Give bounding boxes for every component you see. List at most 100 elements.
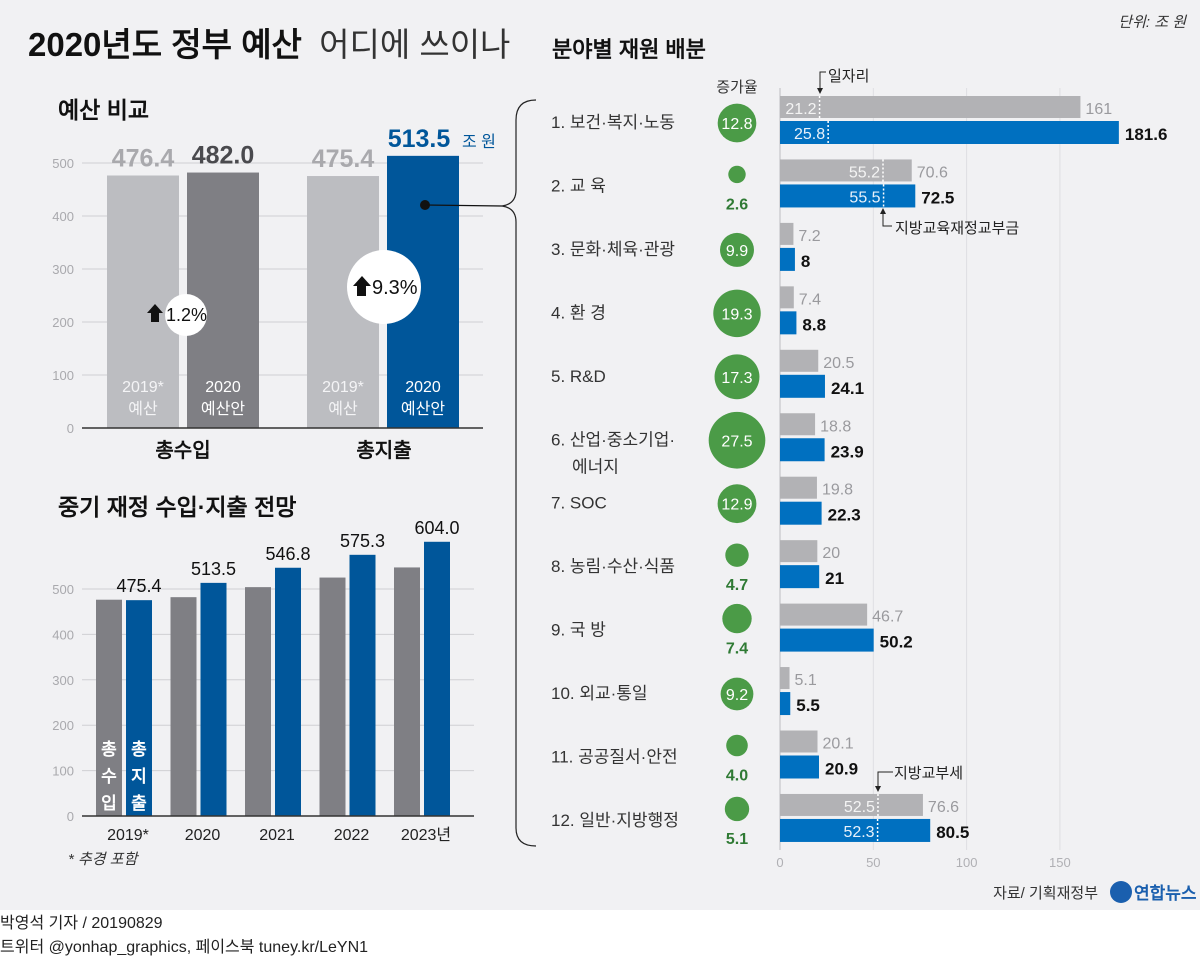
bar-value-label: 604.0 bbox=[414, 518, 459, 538]
arrowhead-icon bbox=[875, 786, 881, 792]
bar-2020-value: 20.9 bbox=[825, 760, 858, 779]
bar-value-label: 482.0 bbox=[192, 142, 255, 170]
bar-2020-value: 5.5 bbox=[796, 696, 820, 715]
growth-bubble bbox=[724, 796, 750, 822]
bar-2020-value: 72.5 bbox=[921, 188, 954, 207]
bar-2020 bbox=[780, 565, 820, 589]
bar-year-label: 2020 bbox=[205, 379, 241, 396]
growth-value: 9.2 bbox=[726, 687, 748, 704]
group-label: 총수입 bbox=[155, 439, 210, 462]
sector-label: 7. SOC bbox=[551, 494, 607, 513]
chart-title: 분야별 재원 배분 bbox=[552, 37, 706, 62]
bar bbox=[319, 577, 346, 816]
growth-value: 4.0 bbox=[726, 768, 748, 785]
annotation-arrow-icon bbox=[877, 771, 893, 788]
sector-label: 9. 국 방 bbox=[551, 621, 606, 640]
y-tick-label: 100 bbox=[52, 368, 74, 383]
bar-2019-value: 161 bbox=[1085, 101, 1112, 118]
x-tick-label: 100 bbox=[956, 855, 978, 870]
bar-2020 bbox=[780, 438, 825, 462]
x-tick-label: 2021 bbox=[259, 827, 295, 844]
bar-2020 bbox=[780, 692, 791, 716]
sector-row: 1. 보건·복지·노동 12.8 161 181.6 21.2 25.8 bbox=[551, 96, 1167, 144]
y-tick-label: 500 bbox=[52, 156, 74, 171]
growth-bubble bbox=[722, 603, 752, 634]
bar-value-label: 513.5 bbox=[388, 125, 451, 153]
bar-2019 bbox=[780, 793, 923, 816]
bar bbox=[245, 587, 271, 816]
bar-year-label: 2019* bbox=[322, 379, 364, 396]
bar-year-label: 2019* bbox=[122, 379, 164, 396]
growth-value: 17.3 bbox=[721, 370, 752, 387]
footer-byline: 박영석 기자 / 20190829 bbox=[0, 914, 163, 932]
sector-label: 3. 문화·체육·관광 bbox=[551, 240, 675, 259]
bar-2020-value: 8 bbox=[801, 252, 810, 271]
connector-line bbox=[424, 204, 503, 207]
sector-row: 12. 일반·지방행정 5.1 76.6 80.5 52.5 52.3 bbox=[551, 793, 969, 848]
chart-title: 중기 재정 수입·지출 전망 bbox=[58, 494, 296, 520]
bar-2019 bbox=[780, 413, 816, 436]
bar bbox=[200, 582, 227, 816]
bar-2019-value: 18.8 bbox=[820, 418, 851, 435]
growth-value: 12.8 bbox=[721, 116, 752, 133]
sector-row: 3. 문화·체육·관광 9.9 7.2 8 bbox=[551, 222, 821, 271]
yonhap-logo: 연합뉴스 bbox=[1110, 881, 1197, 903]
logo-mark-icon bbox=[1110, 881, 1132, 903]
sector-label-line2: 에너지 bbox=[572, 457, 619, 476]
change-bubble bbox=[165, 294, 207, 336]
series-name-char: 총 bbox=[101, 740, 117, 759]
x-tick-label: 2020 bbox=[185, 827, 221, 844]
y-tick-label: 200 bbox=[52, 718, 74, 733]
growth-value: 27.5 bbox=[721, 433, 752, 450]
growth-value: 2.6 bbox=[726, 196, 748, 213]
bar-2020 bbox=[780, 121, 1119, 144]
annotation-local-grant: 지방교부세 bbox=[894, 765, 963, 782]
sector-label: 12. 일반·지방행정 bbox=[551, 811, 679, 830]
bar-2019-value: 70.6 bbox=[917, 164, 948, 181]
bar-2020 bbox=[780, 628, 874, 652]
series-name-char: 총 bbox=[131, 740, 147, 759]
title-bold: 2020년도 정부 예산 bbox=[28, 26, 302, 63]
growth-bubble bbox=[717, 103, 757, 143]
bar-2020-value: 21 bbox=[825, 569, 844, 588]
bar-2020 bbox=[780, 755, 819, 779]
series-name-char: 수 bbox=[101, 767, 117, 786]
budget-comparison-chart: 예산 비교 0 100 200 300 400 500 476.4 2019* 예산 482.0 20… bbox=[52, 97, 537, 847]
sector-row: 2. 교 육 2.6 70.6 72.5 55.2 55.5 bbox=[551, 159, 954, 213]
change-label: 9.3% bbox=[372, 277, 418, 299]
x-tick-label: 2022 bbox=[334, 827, 370, 844]
sector-row: 7. SOC 12.9 19.8 22.3 bbox=[551, 476, 861, 525]
bar-2020-sub-value: 55.5 bbox=[849, 189, 880, 206]
y-tick-label: 400 bbox=[52, 209, 74, 224]
growth-value: 12.9 bbox=[721, 497, 752, 514]
x-tick-label: 150 bbox=[1049, 855, 1071, 870]
bar bbox=[394, 567, 420, 816]
sector-label: 1. 보건·복지·노동 bbox=[551, 113, 675, 132]
title-light: 어디에 쓰이나 bbox=[319, 26, 510, 63]
bar-2019-value: 20.1 bbox=[823, 736, 854, 753]
growth-bubble bbox=[725, 543, 749, 567]
bar-2019-value: 76.6 bbox=[928, 799, 959, 816]
sector-label: 6. 산업·중소기업· bbox=[551, 430, 675, 449]
bar-type-label: 예산 bbox=[128, 400, 158, 418]
bar bbox=[349, 554, 376, 816]
bar-2020 bbox=[780, 184, 916, 208]
bar-2019-sub-value: 52.5 bbox=[844, 799, 875, 816]
bar-2019-value: 7.2 bbox=[798, 228, 820, 245]
midterm-outlook-chart: 중기 재정 수입·지출 전망 0 100 200 300 400 500 475.4 2019*… bbox=[52, 494, 474, 868]
bar-2019 bbox=[780, 96, 1081, 118]
bar-value-label: 475.4 bbox=[116, 576, 161, 596]
bar-2020-value: 50.2 bbox=[880, 633, 913, 652]
panel-background bbox=[0, 0, 1200, 910]
bar-2019-value: 7.4 bbox=[799, 291, 821, 308]
growth-bubble bbox=[708, 411, 766, 469]
bar-2020-value: 24.1 bbox=[831, 379, 864, 398]
footnote: * 추경 포함 bbox=[68, 851, 140, 868]
x-tick-label: 50 bbox=[866, 855, 880, 870]
growth-value: 4.7 bbox=[726, 577, 748, 594]
bar-2019 bbox=[780, 730, 818, 753]
sector-label: 11. 공공질서·안전 bbox=[551, 748, 678, 767]
y-tick-label: 300 bbox=[52, 262, 74, 277]
